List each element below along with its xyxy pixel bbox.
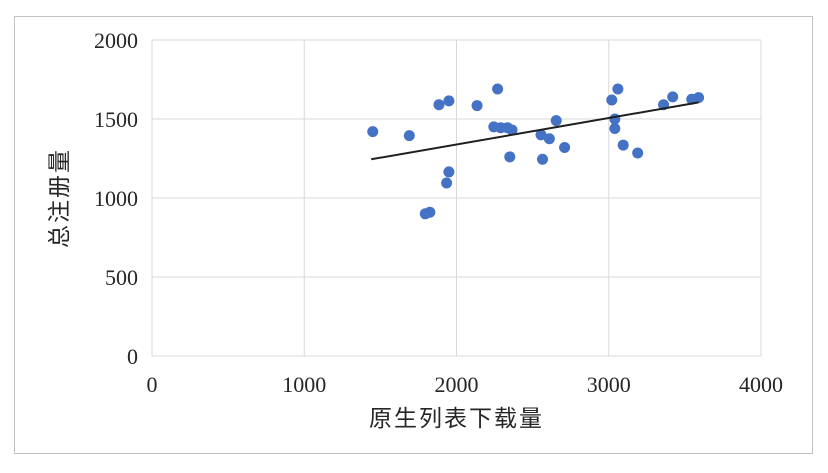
data-point[interactable] [492, 83, 504, 95]
x-tick-label: 0 [147, 372, 158, 397]
data-point[interactable] [632, 147, 644, 159]
chart-frame [14, 16, 813, 454]
x-tick-label: 4000 [739, 372, 783, 397]
x-tick-label: 1000 [282, 372, 326, 397]
y-tick-label: 0 [127, 344, 138, 369]
data-point[interactable] [543, 133, 555, 145]
data-point[interactable] [537, 153, 549, 165]
data-point[interactable] [535, 129, 547, 141]
data-point[interactable] [506, 124, 518, 136]
y-tick-label: 1500 [94, 107, 138, 132]
y-axis-title: 总注册量 [47, 148, 72, 248]
data-point[interactable] [403, 130, 415, 142]
y-tick-label: 500 [105, 265, 138, 290]
data-point[interactable] [504, 151, 516, 163]
data-point[interactable] [609, 122, 621, 134]
data-point[interactable] [609, 113, 621, 125]
data-point[interactable] [606, 94, 618, 106]
data-point[interactable] [433, 99, 445, 111]
data-point[interactable] [443, 166, 455, 178]
data-point[interactable] [441, 177, 453, 189]
x-tick-label: 3000 [587, 372, 631, 397]
data-point[interactable] [667, 91, 679, 103]
data-point[interactable] [471, 100, 483, 112]
data-point[interactable] [550, 115, 562, 127]
data-point[interactable] [367, 126, 379, 138]
trend-line [371, 101, 699, 161]
data-point[interactable] [612, 83, 624, 95]
x-tick-label: 2000 [435, 372, 479, 397]
y-tick-label: 2000 [94, 28, 138, 53]
data-point[interactable] [617, 139, 629, 151]
data-point[interactable] [443, 95, 455, 107]
y-tick-label: 1000 [94, 186, 138, 211]
data-point[interactable] [559, 141, 571, 153]
data-point[interactable] [693, 92, 705, 104]
x-axis-title: 原生列表下载量 [369, 406, 544, 431]
data-point[interactable] [424, 206, 436, 218]
